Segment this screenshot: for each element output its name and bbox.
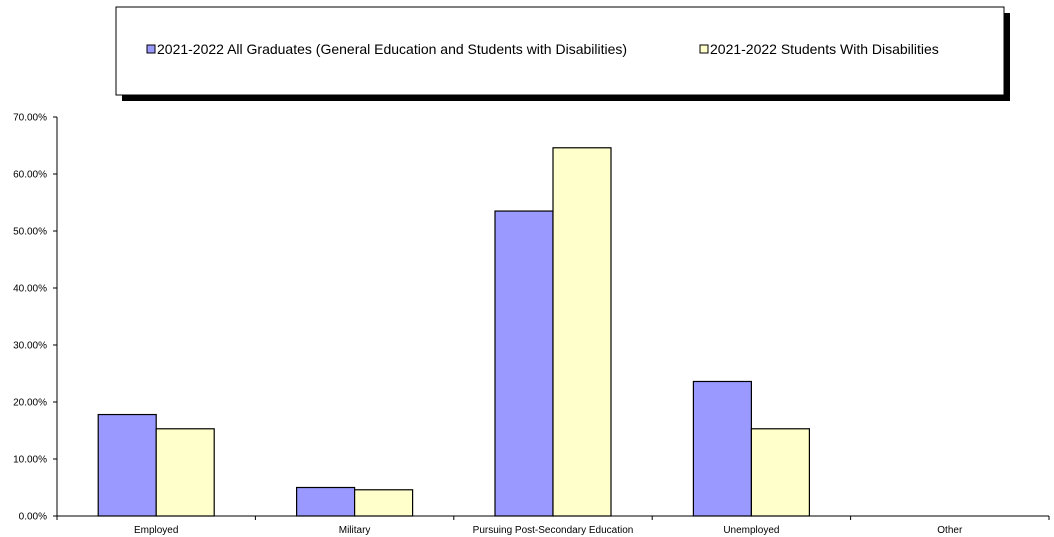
bar-series-1 <box>494 210 554 517</box>
x-category-label: Pursuing Post-Secondary Education <box>473 525 634 536</box>
bar-series-2 <box>750 428 811 517</box>
legend-box <box>115 6 1005 96</box>
x-category-label: Military <box>339 525 371 536</box>
y-tick-label: 50.00% <box>13 227 47 238</box>
legend: 2021-2022 All Graduates (General Educati… <box>115 6 1010 101</box>
legend-label-series-1: 2021-2022 All Graduates (General Educati… <box>157 41 627 57</box>
y-tick-label: 10.00% <box>13 455 47 466</box>
y-tick-label: 40.00% <box>13 284 47 295</box>
legend-swatch-series-2 <box>699 44 709 54</box>
bar-series-2 <box>552 147 612 517</box>
x-category-label: Unemployed <box>723 525 779 536</box>
bar-series-1 <box>296 486 356 517</box>
legend-swatch-series-1 <box>146 44 156 54</box>
x-category-label: Employed <box>134 525 178 536</box>
bar-series-1 <box>97 413 157 517</box>
bar-series-2 <box>155 428 215 517</box>
legend-label-series-2: 2021-2022 Students With Disabilities <box>710 41 939 57</box>
y-tick-label: 70.00% <box>13 113 47 124</box>
y-tick-label: 30.00% <box>13 341 47 352</box>
y-tick-label: 60.00% <box>13 170 47 181</box>
x-category-label: Other <box>937 525 963 536</box>
y-tick-label: 0.00% <box>19 512 47 523</box>
plot-area: 0.00% 10.00% 20.00% 30.00% 40.00% 50.00% 60.00… <box>13 113 1050 536</box>
bar-series-1 <box>692 380 753 517</box>
y-tick-label: 20.00% <box>13 398 47 409</box>
bar-series-2 <box>354 489 414 517</box>
